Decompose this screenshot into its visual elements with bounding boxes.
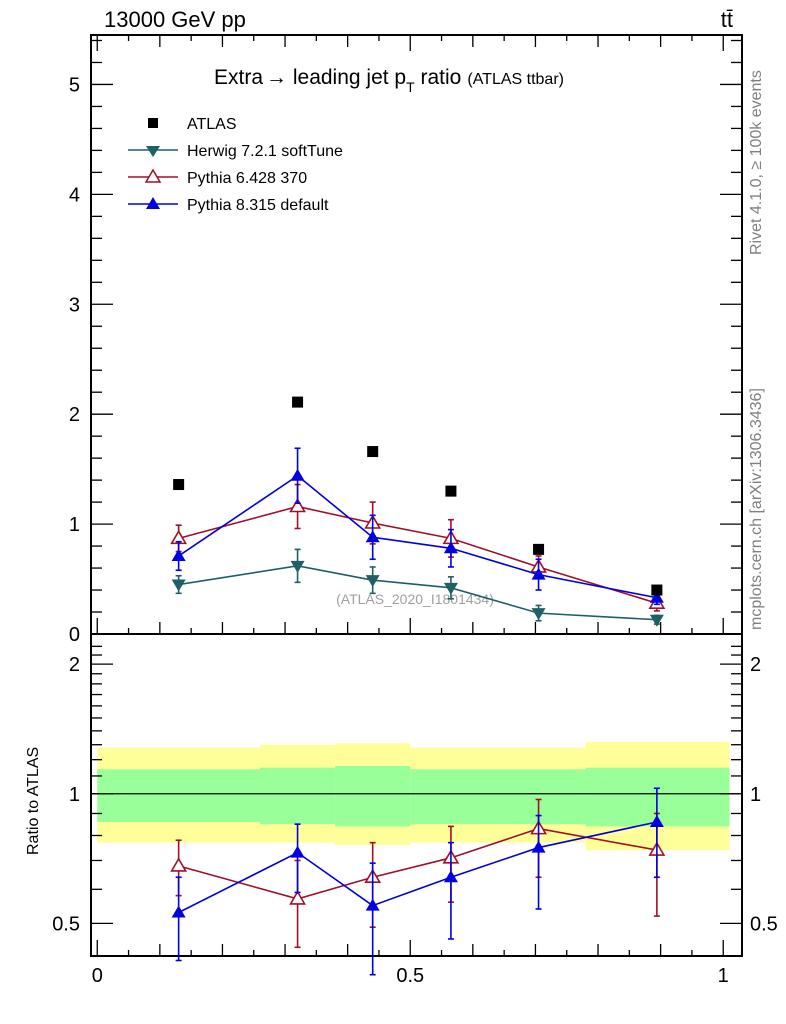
data-point-square [533, 543, 545, 555]
data-point-triangle-up [365, 530, 380, 543]
data-point-triangle-up [531, 840, 546, 853]
green-band-bin [410, 769, 586, 825]
series-line [178, 821, 658, 914]
data-point-triangle-down [531, 608, 546, 621]
ratio-panel-series [170, 787, 666, 976]
ratio-series-pythia-8-315-default [171, 787, 664, 976]
ratio-uncertainty-bands [97, 741, 730, 851]
data-point-triangle-down [443, 582, 458, 595]
x-tick-label: 0 [92, 965, 103, 987]
legend-entry-herwig: Herwig 7.2.1 softTune [128, 143, 343, 160]
data-point-triangle-up [290, 845, 305, 858]
y-tick-label: 3 [69, 294, 80, 316]
data-point-triangle-down [171, 579, 186, 592]
series-pythia-8-315-default [171, 447, 664, 606]
legend-entry-pythia6: Pythia 6.428 370 [128, 168, 307, 187]
ratio-y-tick-label-right: 2 [750, 654, 761, 676]
data-point-triangle-up [171, 548, 186, 561]
series-atlas [173, 396, 663, 596]
legend-marker-triangle-up [146, 197, 160, 209]
legend-label: Herwig 7.2.1 softTune [187, 143, 343, 160]
y-tick-label: 2 [69, 404, 80, 426]
y-tick-label: 4 [69, 184, 80, 206]
series-line [178, 827, 658, 900]
data-point-square [292, 396, 304, 408]
chart-title: Extra → leading jet pT ratio (ATLAS ttbar) [214, 66, 564, 95]
legend-marker-square [148, 118, 158, 128]
header-energy-label: 13000 GeV pp [104, 7, 246, 32]
x-tick-label: 1 [718, 965, 729, 987]
green-band-bin [97, 769, 261, 822]
legend-label: ATLAS [187, 116, 237, 133]
legend: ATLAS Herwig 7.2.1 softTune Pythia 6.428… [128, 116, 343, 214]
ratio-panel-frame [90, 633, 743, 957]
legend-entry-atlas: ATLAS [148, 116, 237, 133]
rivet-version-label: Rivet 4.1.0, ≥ 100k events [748, 70, 765, 255]
data-point-square [367, 446, 379, 458]
legend-label: Pythia 6.428 370 [187, 170, 307, 187]
y-tick-label: 0 [69, 624, 80, 646]
ratio-y-tick-label: 1 [69, 784, 80, 806]
data-point-triangle-up [649, 590, 664, 603]
data-point-triangle-up [531, 567, 546, 580]
ratio-y-tick-label-right: 0.5 [750, 913, 778, 935]
legend-entry-pythia8: Pythia 8.315 default [128, 197, 329, 214]
series-herwig-7-2-1-softtune [171, 548, 664, 627]
ratio-y-tick-label: 0.5 [52, 913, 80, 935]
data-point-square [445, 485, 457, 497]
data-point-triangle-up [443, 541, 458, 554]
legend-marker-triangle-up-open [144, 168, 162, 183]
mcplots-source-label: mcplots.cern.ch [arXiv:1306.3436] [748, 388, 765, 630]
ratio-y-tick-label: 2 [69, 654, 80, 676]
green-band-bin [260, 767, 336, 825]
header-process-label: tt̄ [721, 7, 733, 32]
main-panel-series [170, 396, 666, 627]
analysis-id-watermark: (ATLAS_2020_I1801434) [336, 591, 494, 607]
data-point-triangle-up-open [170, 857, 188, 872]
ratio-y-axis-label: Ratio to ATLAS [25, 747, 42, 855]
y-tick-label: 5 [69, 74, 80, 96]
data-point-triangle-up [290, 468, 305, 481]
data-point-square [651, 584, 663, 596]
y-tick-label: 1 [69, 514, 80, 536]
green-band-bin [335, 766, 411, 827]
data-point-triangle-up-open [289, 890, 306, 905]
data-point-triangle-down [365, 575, 380, 588]
data-point-square [173, 479, 185, 491]
legend-label: Pythia 8.315 default [187, 197, 329, 214]
data-point-triangle-down [649, 614, 664, 627]
data-point-triangle-up-open [289, 497, 306, 513]
data-point-triangle-up [443, 870, 458, 883]
data-point-triangle-up [365, 898, 380, 911]
ratio-y-tick-label-right: 1 [750, 784, 761, 806]
series-line [178, 474, 658, 599]
data-point-triangle-down [290, 560, 305, 573]
legend-marker-triangle-down [146, 146, 160, 157]
series-line [178, 565, 657, 621]
axes: 0 0.5 1 0 1 2 3 4 5 0.5 0.5 1 1 2 2 [52, 35, 778, 987]
series-line [178, 505, 658, 604]
data-point-triangle-up [171, 905, 186, 918]
x-tick-label: 0.5 [396, 965, 424, 987]
data-point-triangle-up [649, 814, 664, 827]
